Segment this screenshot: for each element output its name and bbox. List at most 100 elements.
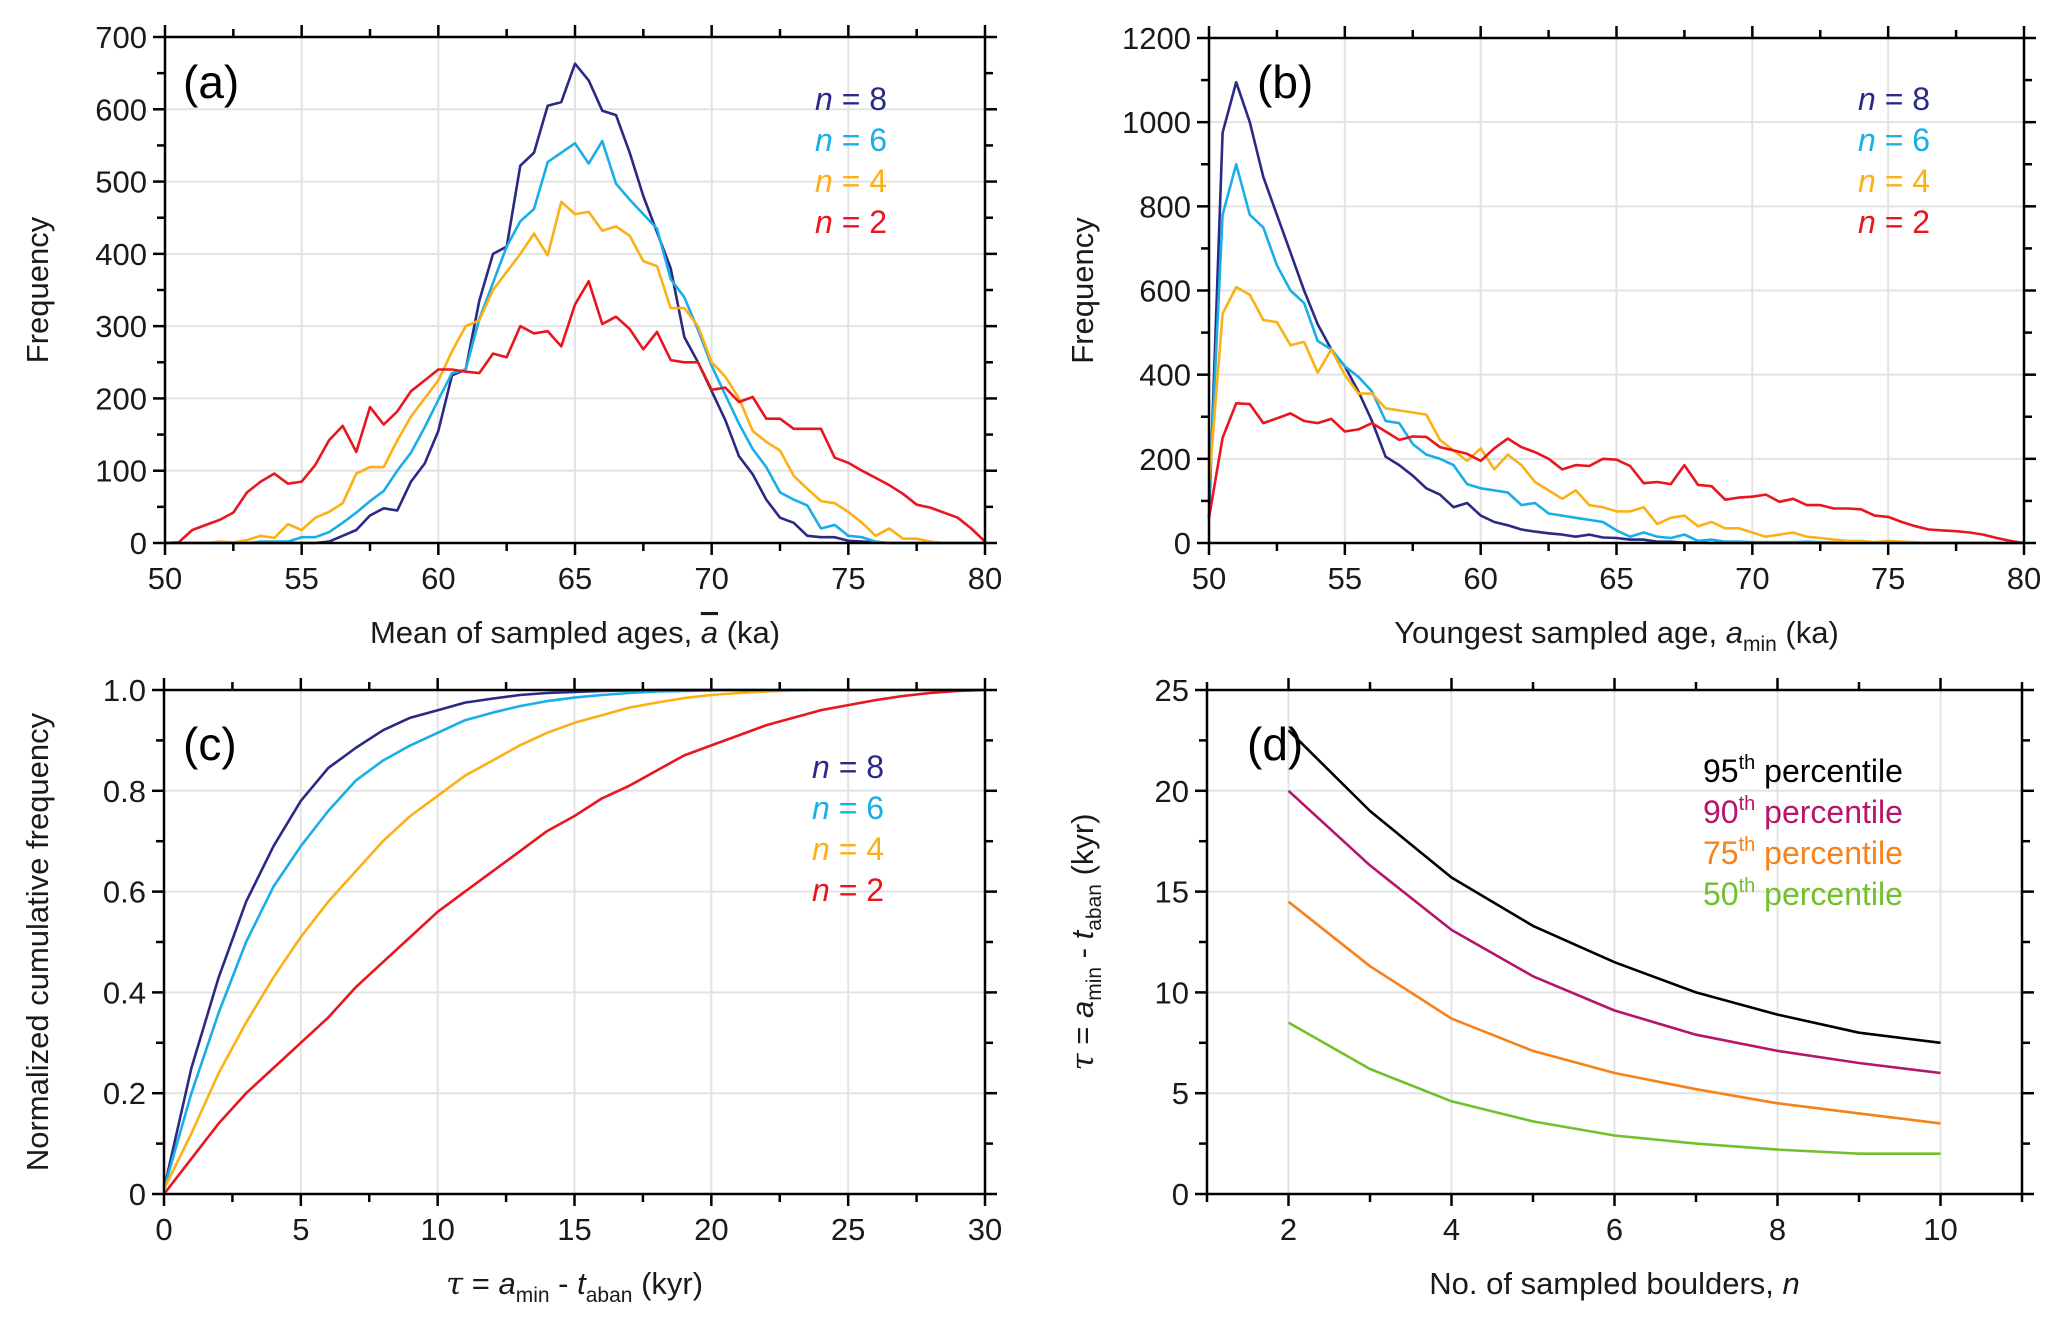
y-tick-label: 1.0: [103, 673, 146, 708]
legend-entry: n = 2: [1858, 204, 1930, 240]
x-axis-label: τ = amin - taban (kyr): [446, 1266, 703, 1307]
y-tick-label: 0.8: [103, 774, 146, 809]
legend-entry: n = 6: [812, 790, 884, 826]
x-tick-label: 70: [694, 561, 728, 596]
x-tick-label: 75: [1871, 561, 1905, 596]
series-line-n-2: [164, 279, 986, 545]
text-span: percentile: [1755, 835, 1903, 871]
x-axis-label: Youngest sampled age, amin (ka): [1394, 615, 1839, 656]
text-span: 50: [1703, 876, 1739, 912]
y-tick-label: 15: [1155, 875, 1189, 910]
text-span: percentile: [1755, 876, 1903, 912]
y-tick-label: 0: [130, 526, 147, 561]
text-span: Youngest sampled age,: [1394, 615, 1726, 650]
text-span: n: [812, 872, 830, 908]
x-tick-label: 4: [1443, 1212, 1460, 1247]
text-span: n: [1858, 204, 1876, 240]
text-span: = 8: [1876, 81, 1930, 117]
text-span: t: [577, 1266, 587, 1301]
y-tick-label: 400: [1139, 358, 1191, 393]
x-tick-label: 50: [1192, 561, 1226, 596]
text-span: = 4: [1876, 163, 1930, 199]
text-span: aban: [1083, 884, 1106, 931]
y-axis-label: Frequency: [1065, 217, 1100, 364]
series-line-n-2: [162, 688, 986, 1195]
x-tick-label: 55: [1328, 561, 1362, 596]
text-span: = 6: [1876, 122, 1930, 158]
y-tick-label: 0.2: [103, 1076, 146, 1111]
overline-a: a: [701, 615, 718, 650]
panel-label: (d): [1247, 718, 1303, 770]
legend-entry: n = 2: [812, 872, 884, 908]
text-span: th: [1739, 752, 1756, 774]
text-span: 95: [1703, 753, 1739, 789]
x-tick-label: 80: [968, 561, 1002, 596]
x-tick-label: 55: [284, 561, 318, 596]
x-tick-label: 50: [148, 561, 182, 596]
panel-label: (c): [183, 718, 237, 770]
text-span: τ: [446, 1266, 464, 1302]
text-span: No. of sampled boulders,: [1429, 1266, 1782, 1301]
y-tick-label: 200: [95, 381, 147, 416]
chart-panel-d: 2 4 6 8 10 0 5 10 15 20 25 (d) No. of sampled boulde…: [1065, 673, 2034, 1301]
text-span: n: [1858, 122, 1876, 158]
y-tick-label: 100: [95, 454, 147, 489]
y-tick-label: 600: [95, 92, 147, 127]
text-span: a: [498, 1266, 515, 1301]
text-span: (ka): [718, 615, 780, 650]
x-axis-label: No. of sampled boulders, n: [1429, 1266, 1800, 1301]
x-tick-label: 65: [1599, 561, 1633, 596]
series-line-95th-percentile: [1287, 729, 1941, 1045]
text-span: (kyr): [1065, 813, 1100, 884]
x-tick-label: 20: [694, 1212, 728, 1247]
y-tick-label: 1000: [1122, 105, 1191, 140]
legend: n = 8 n = 6 n = 4 n = 2: [812, 749, 884, 908]
text-span: = 4: [833, 163, 887, 199]
text-span: = 8: [833, 81, 887, 117]
legend-entry: 90th percentile: [1703, 793, 1903, 830]
text-span: = 4: [830, 831, 884, 867]
text-span: min: [1743, 633, 1777, 656]
series-line-n-6: [165, 139, 985, 545]
y-tick-label: 700: [95, 20, 147, 55]
y-tick-label: 1200: [1122, 21, 1191, 56]
x-tick-label: 5: [292, 1212, 309, 1247]
text-span: n: [815, 163, 833, 199]
text-span: = 2: [1876, 204, 1930, 240]
y-tick-label: 0: [1174, 526, 1191, 561]
text-span: th: [1739, 834, 1756, 856]
y-tick-label: 800: [1139, 189, 1191, 224]
y-tick-label: 20: [1155, 774, 1189, 809]
panel-label: (b): [1257, 56, 1313, 108]
text-span: th: [1739, 793, 1756, 815]
legend: n = 8n = 6n = 4n = 2: [1858, 81, 1930, 240]
text-span: = 6: [833, 122, 887, 158]
y-tick-label: 200: [1139, 442, 1191, 477]
text-span: n: [1783, 1266, 1800, 1301]
text-span: 90: [1703, 794, 1739, 830]
series-line-50th-percentile: [1287, 1021, 1941, 1155]
x-tick-label: 0: [155, 1212, 172, 1247]
x-tick-label: 10: [420, 1212, 454, 1247]
text-span: a: [1065, 1001, 1100, 1018]
x-tick-label: 80: [2007, 561, 2041, 596]
x-tick-label: 6: [1606, 1212, 1623, 1247]
legend-entry: n = 8: [812, 749, 884, 785]
text-span: t: [1065, 929, 1100, 939]
x-tick-label: 60: [1463, 561, 1497, 596]
legend-entry: n = 4: [815, 163, 887, 199]
text-span: n: [815, 122, 833, 158]
x-tick-label: 15: [557, 1212, 591, 1247]
x-tick-label: 8: [1769, 1212, 1786, 1247]
y-tick-label: 0.4: [103, 975, 146, 1010]
legend-entry: n = 2: [815, 204, 887, 240]
x-tick-label: 25: [831, 1212, 865, 1247]
x-tick-label: 2: [1280, 1212, 1297, 1247]
x-tick-label: 65: [558, 561, 592, 596]
text-span: (kyr): [632, 1266, 703, 1301]
text-span: -: [1065, 939, 1100, 967]
text-span: =: [1065, 1018, 1100, 1053]
chart-panel-b: 50 55 60 65 70 75 80020040060080010001200(b)Yo…: [1065, 21, 2041, 656]
legend-entry: 50th percentile: [1703, 875, 1903, 912]
